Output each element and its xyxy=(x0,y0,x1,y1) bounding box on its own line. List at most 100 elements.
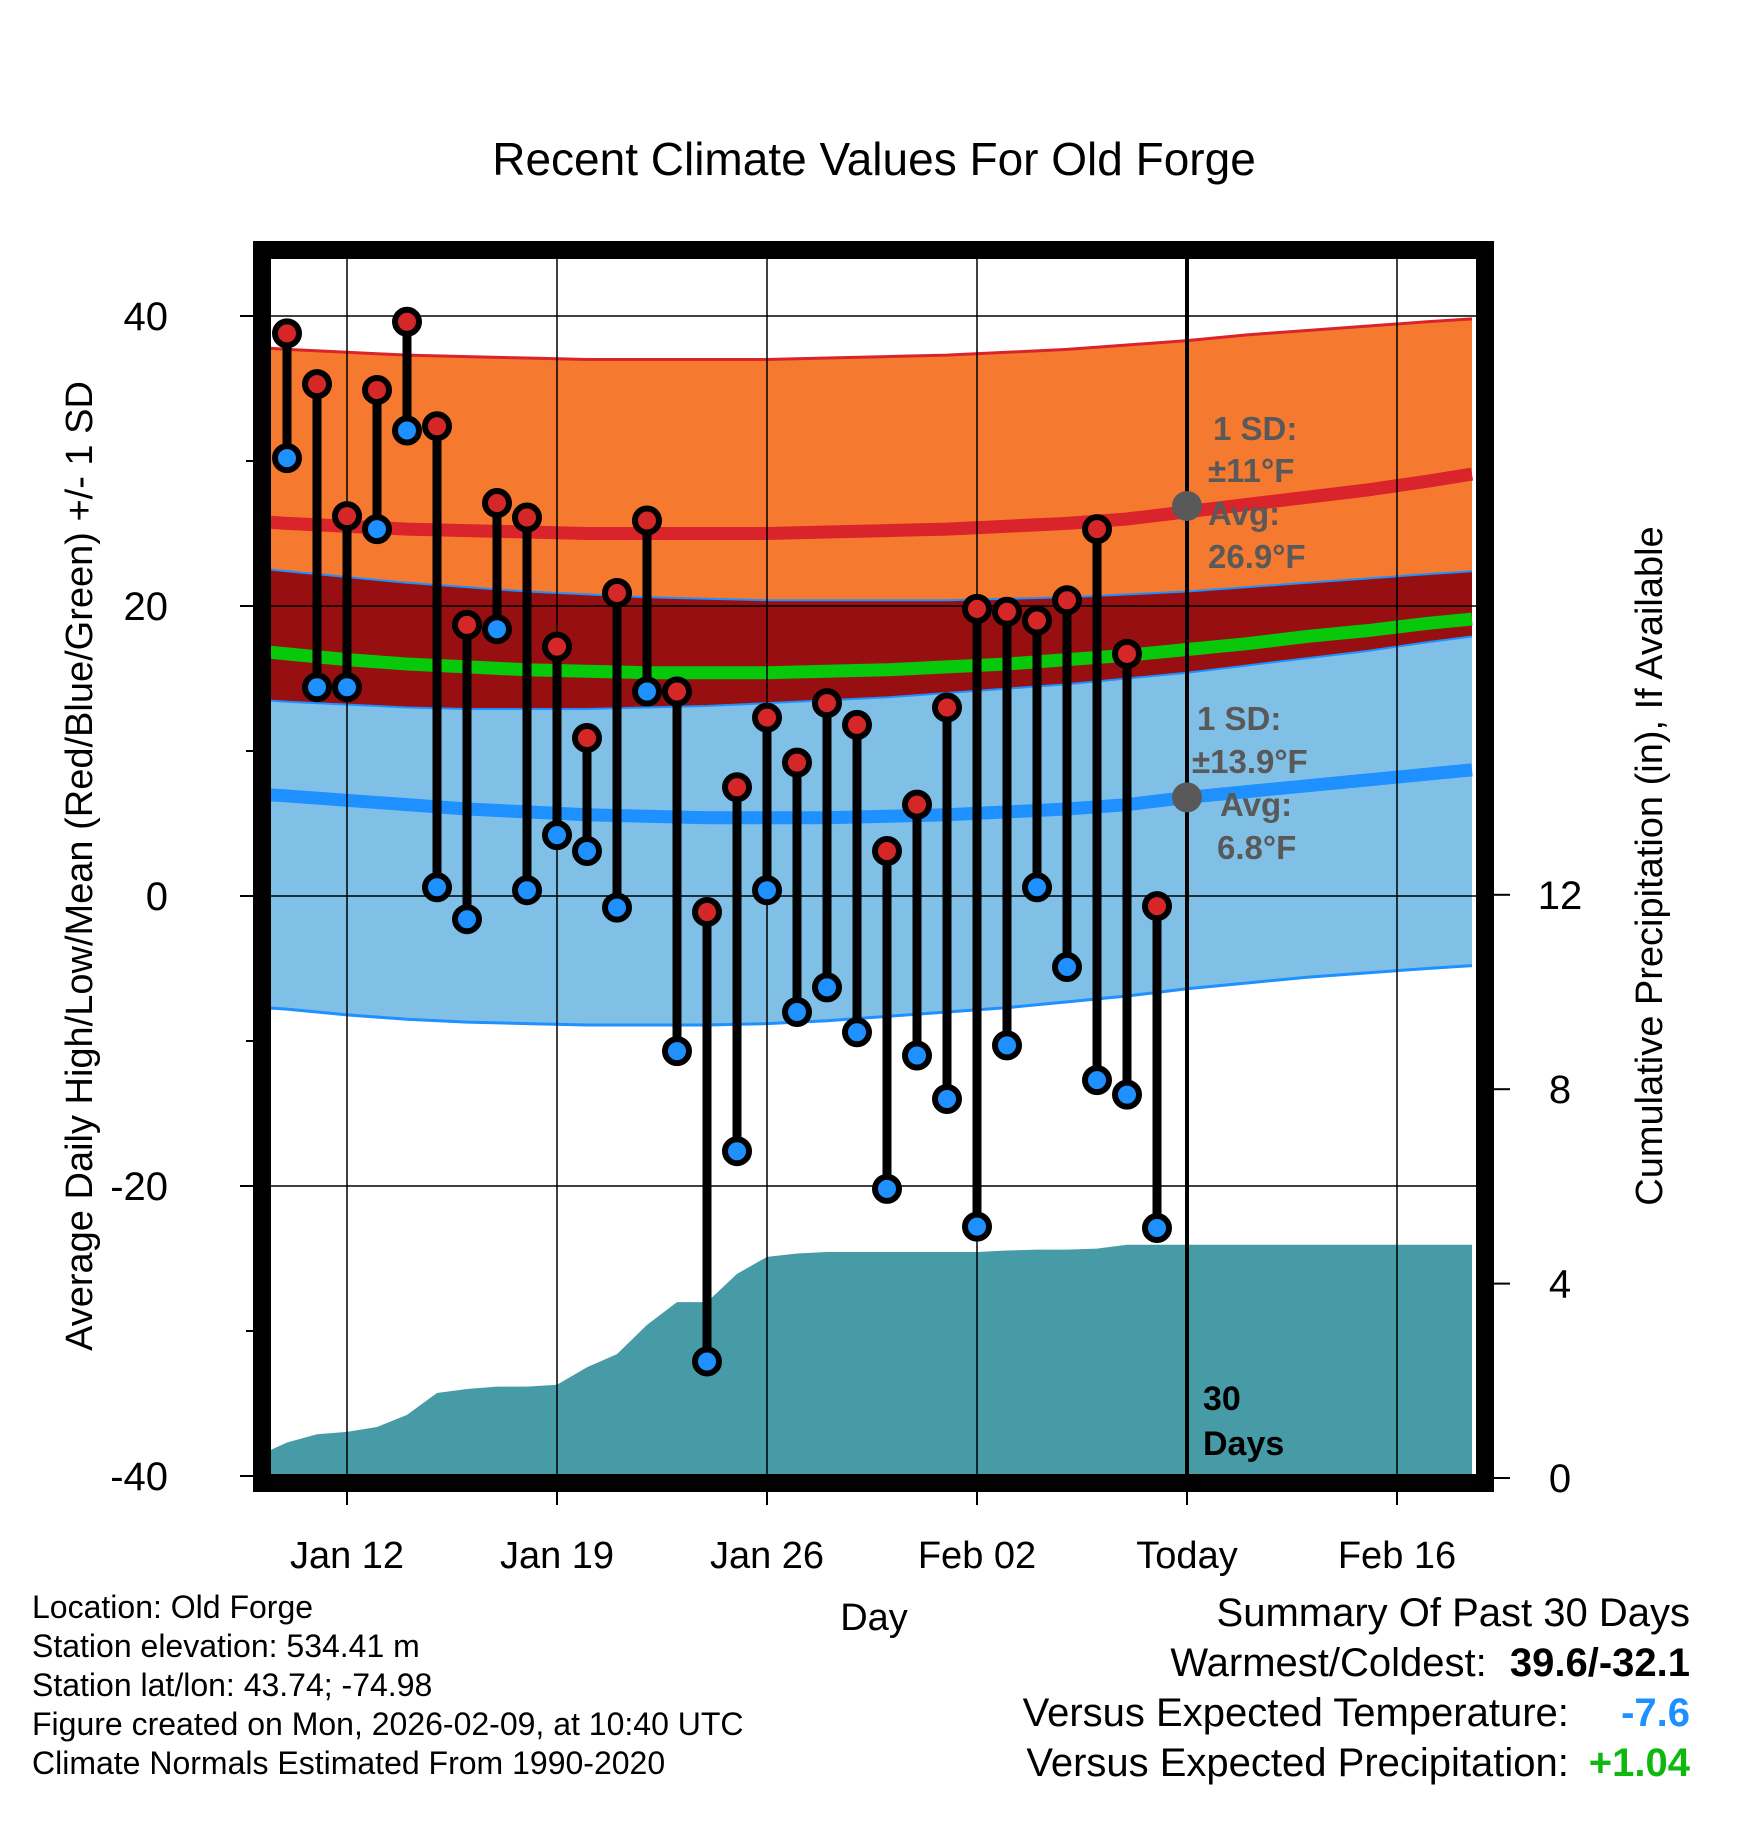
low-marker xyxy=(722,1136,752,1167)
temp-value: -7.6 xyxy=(1621,1691,1690,1735)
plot-frame xyxy=(253,241,1494,1492)
high-marker xyxy=(812,688,842,719)
low-marker xyxy=(1112,1079,1142,1110)
low-marker xyxy=(332,672,362,703)
high-avg-label: Avg: xyxy=(1208,495,1280,532)
y-axis-title: Average Daily High/Low/Mean (Red/Blue/Gr… xyxy=(59,381,101,1351)
low-marker xyxy=(392,415,422,446)
location-text: Location: Old Forge xyxy=(32,1589,314,1625)
summary-temp: Versus Expected Temperature: -7.6 xyxy=(1023,1688,1690,1738)
y2-axis-title: Cumulative Precipitation (in), If Availa… xyxy=(1629,526,1671,1205)
low-marker xyxy=(632,676,662,707)
today-days-count: 30 xyxy=(1203,1380,1241,1418)
low-marker xyxy=(1022,872,1052,903)
low-marker xyxy=(902,1040,932,1071)
low-marker xyxy=(542,820,572,851)
low-marker xyxy=(482,614,512,645)
high-marker xyxy=(1052,585,1082,616)
low-avg-label: Avg: xyxy=(1220,786,1292,823)
precip-area xyxy=(267,1244,1472,1478)
high-avg-value: 26.9°F xyxy=(1208,538,1306,575)
chart-title: Recent Climate Values For Old Forge xyxy=(492,133,1256,185)
x-tick-label: Today xyxy=(1136,1535,1237,1577)
high-marker xyxy=(272,318,302,349)
x-tick-label: Jan 19 xyxy=(500,1535,614,1577)
high-marker xyxy=(572,722,602,753)
today-low-avg-dot xyxy=(1172,782,1202,813)
warm-cold-value: 39.6/-32.1 xyxy=(1509,1641,1690,1685)
precipitation-area xyxy=(267,1244,1472,1478)
high-upper-edge xyxy=(267,317,1473,361)
grid-lines xyxy=(267,255,1480,1478)
x-tick-label: Feb 16 xyxy=(1338,1535,1456,1577)
high-marker xyxy=(632,505,662,536)
y2-tick-label: 0 xyxy=(1549,1457,1571,1501)
x-tick-label: Feb 02 xyxy=(918,1535,1036,1577)
created-text: Figure created on Mon, 2026-02-09, at 10… xyxy=(32,1706,744,1742)
y-tick-label: 40 xyxy=(124,295,169,339)
low-marker xyxy=(962,1211,992,1242)
low-marker xyxy=(272,443,302,474)
low-marker xyxy=(662,1036,692,1067)
high-marker xyxy=(392,306,422,337)
high-marker xyxy=(422,411,452,442)
low-marker xyxy=(872,1173,902,1204)
high-marker xyxy=(542,631,572,662)
low-sd-band xyxy=(267,636,1472,1026)
latlon-text: Station lat/lon: 43.74; -74.98 xyxy=(32,1667,433,1703)
y-tick-label: -40 xyxy=(110,1455,168,1499)
high-sd-label: 1 SD: xyxy=(1213,410,1297,447)
low-marker xyxy=(452,904,482,935)
low-marker xyxy=(842,1017,872,1048)
high-marker xyxy=(662,676,692,707)
high-marker xyxy=(362,374,392,405)
high-marker xyxy=(722,772,752,803)
low-sd-label: 1 SD: xyxy=(1197,700,1281,737)
high-sd-value: ±11°F xyxy=(1208,452,1294,489)
y2-tick-label: 4 xyxy=(1549,1263,1571,1307)
high-marker xyxy=(482,488,512,519)
high-marker xyxy=(962,593,992,624)
plot-border xyxy=(253,241,1494,1492)
low-marker xyxy=(1142,1213,1172,1244)
high-marker xyxy=(512,502,542,533)
high-marker xyxy=(332,501,362,532)
high-marker xyxy=(1142,891,1172,922)
high-marker xyxy=(842,709,872,740)
elevation-text: Station elevation: 534.41 m xyxy=(32,1628,420,1664)
x-tick-label: Jan 26 xyxy=(710,1535,824,1577)
high-marker xyxy=(452,609,482,640)
summary-panel: Summary Of Past 30 Days Warmest/Coldest:… xyxy=(1023,1588,1690,1788)
low-marker xyxy=(1082,1065,1112,1096)
daily-range-bars xyxy=(272,306,1172,1377)
low-marker xyxy=(362,514,392,545)
high-marker xyxy=(692,896,722,927)
low-marker xyxy=(572,836,602,867)
high-marker xyxy=(902,789,932,820)
y-tick-label: 0 xyxy=(146,875,168,919)
summary-warm-cold: Warmest/Coldest: 39.6/-32.1 xyxy=(1023,1638,1690,1688)
y2-tick-label: 12 xyxy=(1538,874,1583,918)
station-info: Location: Old Forge Station elevation: 5… xyxy=(32,1588,744,1783)
low-marker xyxy=(812,972,842,1003)
low-marker xyxy=(302,672,332,703)
x-tick-label: Jan 12 xyxy=(290,1535,404,1577)
precip-value: +1.04 xyxy=(1588,1741,1690,1785)
high-marker xyxy=(752,702,782,733)
low-marker xyxy=(782,997,812,1027)
today-days-label: Days xyxy=(1203,1425,1284,1463)
low-marker xyxy=(752,875,782,906)
warm-cold-label: Warmest/Coldest: xyxy=(1170,1641,1487,1685)
axes: -40 -20 0 20 40 0 4 8 12 Jan 12 Jan 19 Jan 26 Feb 02… xyxy=(59,133,1671,1639)
high-marker xyxy=(1112,638,1142,669)
y-tick-label: -20 xyxy=(110,1165,168,1209)
high-marker xyxy=(1022,605,1052,636)
high-marker xyxy=(872,836,902,867)
y-tick-label: 20 xyxy=(124,585,169,629)
summary-precip: Versus Expected Precipitation: +1.04 xyxy=(1023,1738,1690,1788)
x-axis-title: Day xyxy=(840,1597,908,1639)
y2-tick-label: 8 xyxy=(1549,1068,1571,1112)
temp-label: Versus Expected Temperature: xyxy=(1022,1691,1569,1735)
low-marker xyxy=(512,875,542,906)
